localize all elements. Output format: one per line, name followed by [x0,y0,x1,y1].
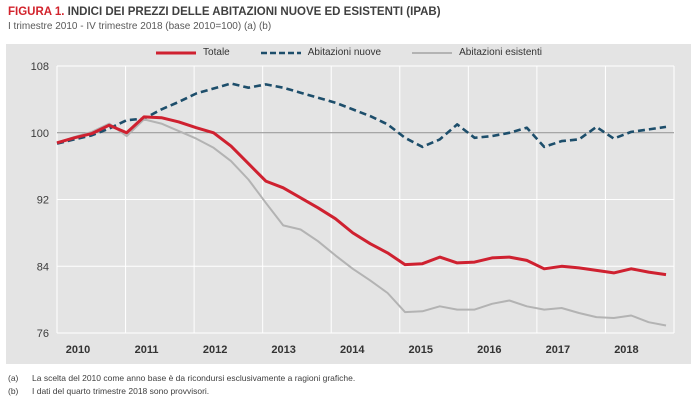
legend-item-totale: Totale [155,47,230,58]
series-line-totale [56,115,667,277]
figure-header: FIGURA 1. INDICI DEI PREZZI DELLE ABITAZ… [8,6,692,32]
series-line-abitazioni-esistenti [56,118,667,327]
x-tick-label: 2011 [135,344,159,356]
chart-legend: Totale Abitazioni nuove Abitazioni esisten… [6,47,691,58]
y-tick-label: 76 [37,328,49,340]
legend-item-abitazioni-nuove: Abitazioni nuove [260,47,381,58]
line-chart: 76 84 92 100 108 2010 2011 2012 2013 2014 2015 2016… [31,61,675,356]
x-axis-labels: 2010 2011 2012 2013 2014 2015 2016 2017 2018 [66,344,639,356]
y-tick-label: 84 [37,261,49,273]
legend-swatch-abitazioni-nuove [260,51,301,54]
y-tick-label: 108 [31,61,49,73]
footnote-a: (a) La scelta del 2010 come anno base è … [8,372,692,385]
footnote-text: I dati del quarto trimestre 2018 sono pr… [32,386,210,396]
legend-label: Abitazioni nuove [307,47,382,58]
y-tick-label: 92 [37,195,49,207]
x-tick-label: 2010 [66,344,90,356]
footnote-marker: (b) [8,386,19,396]
y-axis-labels: 76 84 92 100 108 [31,61,49,340]
x-tick-label: 2018 [614,344,638,356]
page-title: FIGURA 1. INDICI DEI PREZZI DELLE ABITAZ… [8,6,692,18]
footnote-marker: (a) [8,373,19,383]
x-tick-label: 2014 [340,344,365,356]
legend-swatch-totale [156,51,197,54]
chart-panel: Totale Abitazioni nuove Abitazioni esisten… [6,44,691,364]
x-tick-label: 2016 [477,344,501,356]
x-tick-label: 2012 [203,344,227,356]
gridlines [56,65,675,334]
legend-item-abitazioni-esistenti: Abitazioni esistenti [411,47,542,58]
figure-subtitle: I trimestre 2010 - IV trimestre 2018 (ba… [8,21,272,32]
legend-swatch-abitazioni-esistenti [412,51,453,54]
x-tick-label: 2013 [271,344,295,356]
series-line-abitazioni-nuove [56,82,667,149]
footnotes: (a) La scelta del 2010 come anno base è … [8,372,692,398]
x-tick-label: 2017 [546,344,570,356]
figure-title-text: INDICI DEI PREZZI DELLE ABITAZIONI NUOVE… [67,6,441,18]
footnote-b: (b) I dati del quarto trimestre 2018 son… [8,385,692,398]
legend-label: Abitazioni esistenti [459,47,542,58]
y-tick-label: 100 [31,128,49,140]
footnote-text: La scelta del 2010 come anno base è da r… [32,373,356,383]
figure-label: FIGURA 1. [8,6,65,18]
x-tick-label: 2015 [409,344,433,356]
legend-label: Totale [203,47,230,58]
